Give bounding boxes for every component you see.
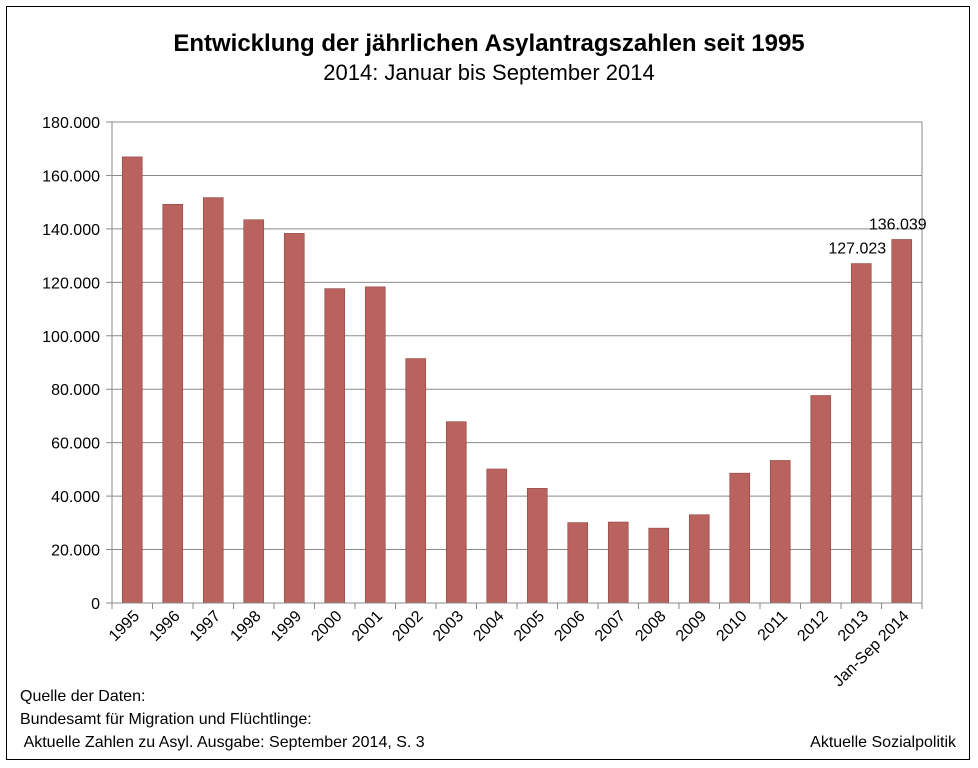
y-tick-label: 100.000 xyxy=(42,329,100,346)
bar xyxy=(405,358,427,604)
bar xyxy=(445,421,467,604)
bar xyxy=(486,468,508,604)
y-tick-label: 120.000 xyxy=(42,275,100,292)
x-tick-label: 2011 xyxy=(755,608,791,644)
x-tick-label: 1997 xyxy=(187,608,224,645)
y-tick-label: 80.000 xyxy=(51,382,100,399)
bar xyxy=(688,514,710,604)
bar xyxy=(648,527,670,604)
y-tick-label: 40.000 xyxy=(51,489,100,506)
x-tick-label: 1999 xyxy=(268,608,305,645)
source-line-2: Aktuelle Zahlen zu Asyl. Ausgabe: Septem… xyxy=(20,734,425,751)
x-tick-label: 2002 xyxy=(389,608,426,645)
x-tick-label: 2000 xyxy=(308,608,345,645)
bar xyxy=(243,219,265,604)
x-tick-label: 2013 xyxy=(835,608,872,645)
x-tick-label: 1998 xyxy=(227,608,264,645)
y-tick-label: 140.000 xyxy=(42,222,100,239)
y-tick-label: 20.000 xyxy=(51,543,100,560)
chart-subtitle: 2014: Januar bis September 2014 xyxy=(323,60,655,85)
bar xyxy=(364,286,386,604)
x-tick-label: 2004 xyxy=(470,608,507,645)
x-tick-label: 2012 xyxy=(794,608,831,645)
source-line-1: Bundesamt für Migration und Flüchtlinge: xyxy=(20,711,312,728)
x-tick-label: 2001 xyxy=(349,608,386,645)
x-tick-label: 1995 xyxy=(106,608,143,645)
y-tick-label: 160.000 xyxy=(42,168,100,185)
x-tick-label: 2005 xyxy=(511,608,548,645)
x-tick-label: 2003 xyxy=(430,608,467,645)
bar xyxy=(324,288,346,604)
bar xyxy=(607,521,629,604)
x-tick-label: 2008 xyxy=(632,608,669,645)
y-tick-label: 180.000 xyxy=(42,115,100,132)
y-tick-label: 60.000 xyxy=(51,436,100,453)
bar xyxy=(729,472,751,604)
bar xyxy=(162,204,184,604)
bar xyxy=(283,233,305,604)
bar xyxy=(526,488,548,604)
bar xyxy=(810,395,832,604)
x-tick-label: 2010 xyxy=(713,608,750,645)
bar xyxy=(121,156,143,604)
chart-title: Entwicklung der jährlichen Asylantragsza… xyxy=(173,30,805,57)
data-label: 136.039 xyxy=(869,216,927,233)
x-tick-label: 2007 xyxy=(592,608,629,645)
bar xyxy=(850,263,872,604)
bar xyxy=(891,239,913,604)
x-tick-label: 1996 xyxy=(146,608,183,645)
data-label: 127.023 xyxy=(828,241,886,258)
bar xyxy=(202,197,224,604)
credit-label: Aktuelle Sozialpolitik xyxy=(810,734,956,751)
bar xyxy=(567,522,589,604)
x-tick-label: 2009 xyxy=(673,608,710,645)
bar xyxy=(769,460,791,604)
source-heading: Quelle der Daten: xyxy=(20,688,146,705)
y-tick-label: 0 xyxy=(91,596,100,613)
x-tick-label: 2006 xyxy=(551,608,588,645)
